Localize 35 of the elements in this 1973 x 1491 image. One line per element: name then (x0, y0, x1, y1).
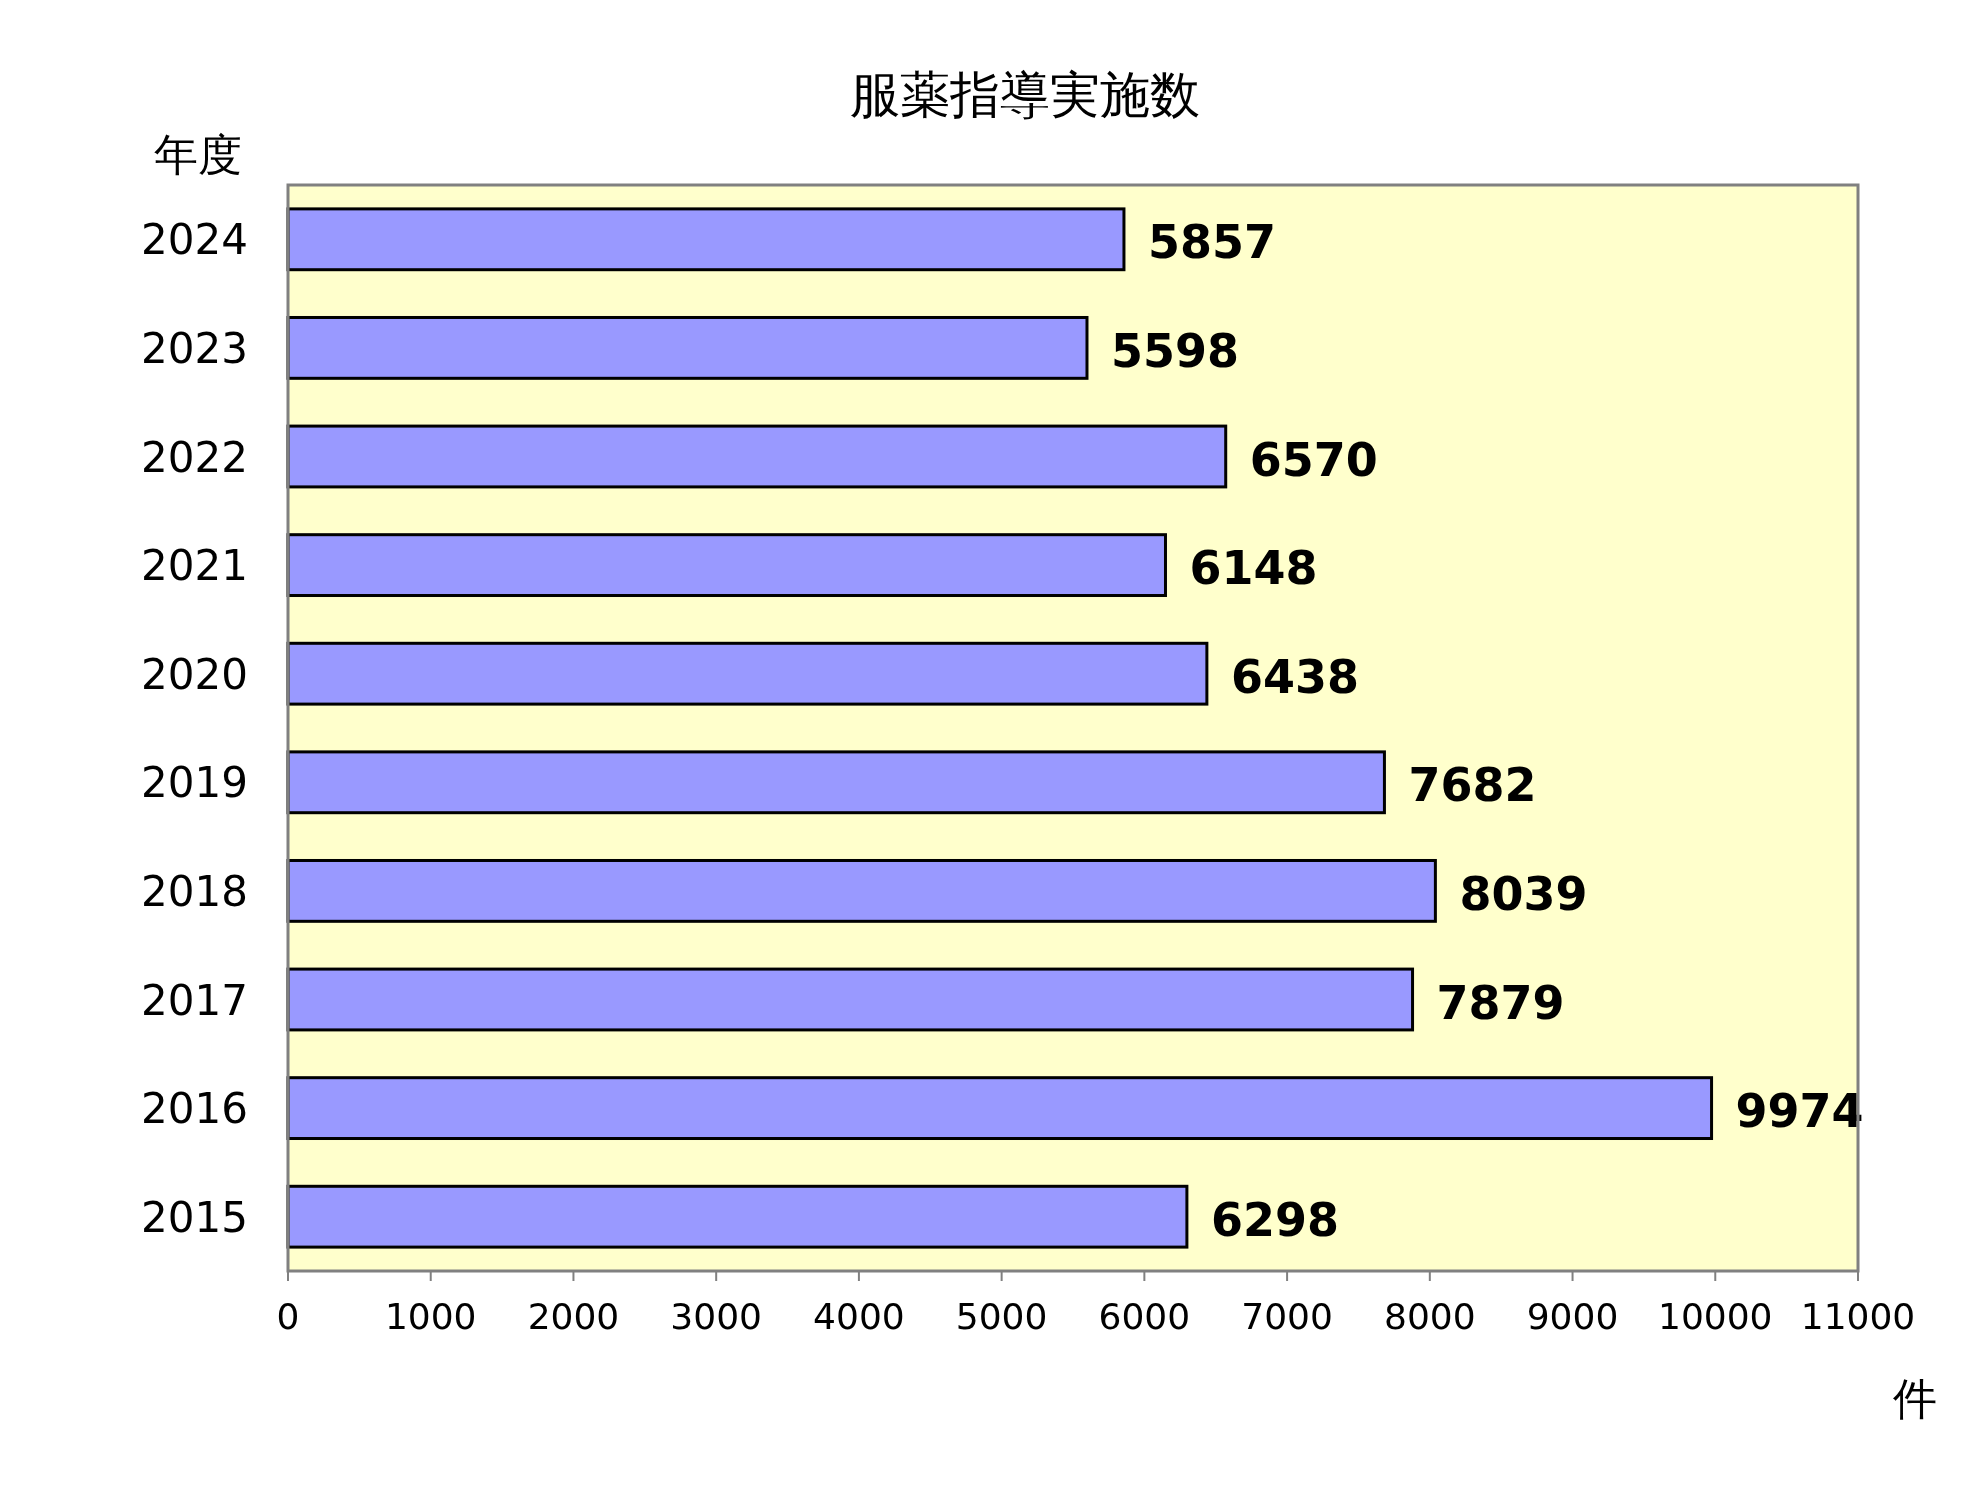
y-tick-label: 2018 (141, 866, 248, 916)
data-label: 6298 (1210, 1192, 1339, 1247)
x-tick-label: 7000 (1241, 1296, 1333, 1337)
x-tick-label: 10000 (1658, 1296, 1773, 1337)
data-label: 6570 (1249, 432, 1378, 487)
chart-title: 服薬指導実施数 (850, 66, 1200, 124)
y-axis-title: 年度 (154, 129, 242, 180)
data-label: 7879 (1436, 975, 1565, 1030)
data-label: 5857 (1147, 215, 1276, 270)
y-tick-label: 2023 (141, 323, 248, 373)
y-tick-label: 2021 (141, 541, 248, 591)
y-tick-label: 2019 (141, 758, 248, 808)
x-tick-label: 0 (276, 1296, 300, 1337)
y-tick-label: 2017 (141, 975, 248, 1025)
x-tick-label: 2000 (527, 1296, 620, 1337)
y-tick-label: 2022 (141, 432, 248, 482)
x-tick-label: 9000 (1526, 1296, 1619, 1337)
x-tick-label: 3000 (670, 1296, 762, 1337)
y-tick-label: 2016 (141, 1084, 248, 1134)
data-label: 7682 (1408, 758, 1537, 813)
x-axis-title: 件 (1893, 1373, 1937, 1424)
data-label: 5598 (1110, 323, 1240, 378)
y-tick-label: 2015 (141, 1192, 248, 1242)
x-tick-label: 4000 (813, 1296, 905, 1337)
y-tick-label: 2024 (141, 215, 248, 265)
data-label: 6148 (1189, 541, 1318, 596)
data-label: 8039 (1459, 866, 1588, 921)
x-tick-label: 1000 (384, 1296, 477, 1337)
data-label: 9974 (1735, 1084, 1864, 1139)
x-tick-label: 8000 (1384, 1296, 1476, 1337)
x-tick-label: 6000 (1098, 1296, 1191, 1337)
x-tick-label: 5000 (955, 1296, 1048, 1337)
y-tick-label: 2020 (141, 649, 248, 699)
data-label: 6438 (1230, 649, 1359, 704)
x-tick-label: 11000 (1800, 1296, 1916, 1337)
